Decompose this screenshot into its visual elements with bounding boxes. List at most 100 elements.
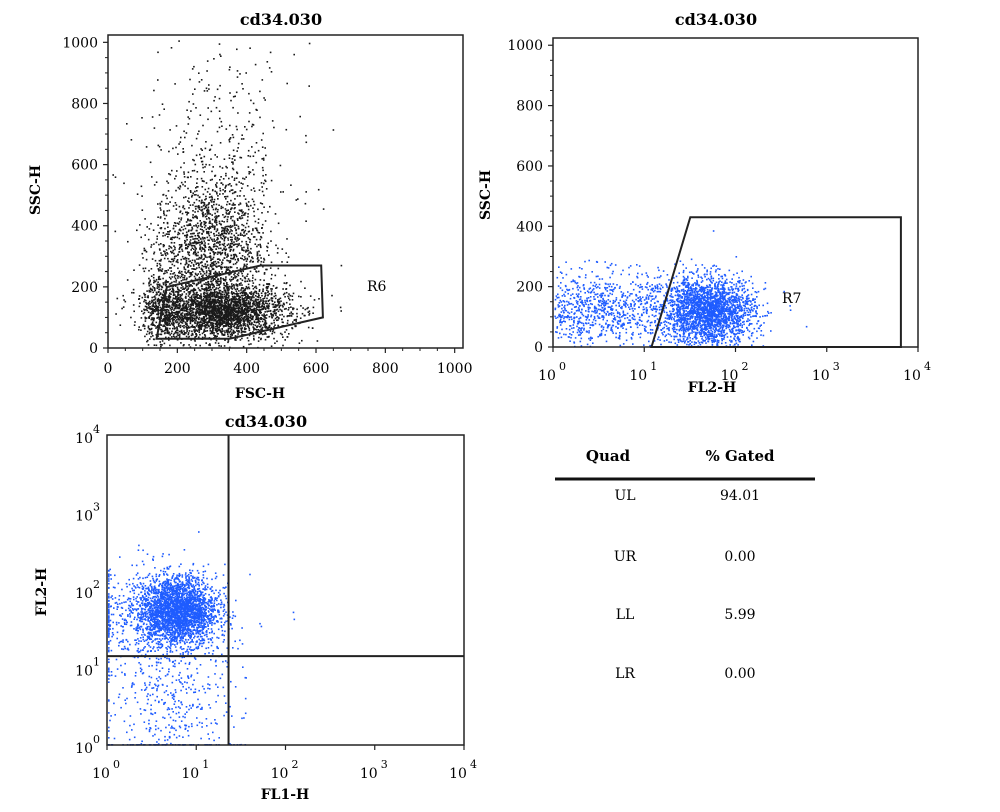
data-point: [308, 314, 310, 316]
data-point: [175, 278, 177, 280]
data-point: [179, 248, 181, 250]
data-point: [148, 278, 150, 280]
data-point: [168, 151, 170, 153]
data-point: [182, 279, 184, 281]
data-point: [261, 295, 263, 297]
data-point: [218, 265, 220, 267]
data-point: [268, 308, 270, 310]
data-point: [215, 215, 217, 217]
data-point: [241, 247, 243, 249]
data-point: [238, 326, 240, 328]
data-point: [312, 327, 314, 329]
data-point: [156, 294, 158, 296]
data-point: [242, 88, 244, 90]
data-point: [173, 309, 175, 311]
data-point: [155, 305, 157, 307]
data-point: [152, 289, 154, 291]
data-point: [205, 287, 207, 289]
data-point: [143, 268, 145, 270]
data-point: [233, 297, 235, 299]
data-point: [280, 300, 282, 302]
data-point: [200, 248, 202, 250]
data-point: [287, 336, 289, 338]
data-point: [177, 288, 179, 290]
data-point: [211, 296, 213, 298]
data-point: [261, 139, 263, 141]
data-point: [216, 185, 218, 187]
data-point: [196, 275, 198, 277]
data-point: [241, 297, 243, 299]
data-point: [263, 318, 265, 320]
data-point: [215, 306, 217, 308]
data-point: [189, 297, 191, 299]
data-point: [158, 289, 160, 291]
data-point: [226, 213, 228, 215]
data-point: [209, 317, 211, 319]
data-point: [200, 210, 202, 212]
data-point: [258, 271, 260, 273]
data-point: [278, 301, 280, 303]
data-point: [250, 320, 252, 322]
data-point: [217, 315, 219, 317]
data-point: [253, 308, 255, 310]
data-point: [243, 247, 245, 249]
data-point: [182, 207, 184, 209]
data-point: [164, 218, 166, 220]
data-point: [270, 52, 272, 54]
data-point: [215, 300, 217, 302]
data-point: [227, 229, 229, 231]
data-point: [226, 226, 228, 228]
data-point: [201, 202, 203, 204]
data-point: [305, 309, 307, 311]
data-point: [191, 274, 193, 276]
data-point: [199, 200, 201, 202]
data-point: [264, 273, 266, 275]
data-point: [174, 242, 176, 244]
data-point: [271, 345, 273, 347]
data-point: [222, 189, 224, 191]
data-point: [208, 188, 210, 190]
data-point: [153, 90, 155, 92]
data-point: [238, 272, 240, 274]
data-point: [170, 261, 172, 263]
data-point: [188, 332, 190, 334]
data-point: [230, 330, 232, 332]
data-point: [222, 309, 224, 311]
data-point: [220, 235, 222, 237]
data-point: [188, 207, 190, 209]
data-point: [264, 332, 266, 334]
data-point: [208, 210, 210, 212]
data-point: [193, 248, 195, 250]
data-point: [262, 175, 264, 177]
data-point: [179, 238, 181, 240]
data-point: [288, 307, 290, 309]
data-point: [161, 270, 163, 272]
data-point: [156, 322, 158, 324]
data-point: [189, 330, 191, 332]
data-point: [169, 201, 171, 203]
data-point: [204, 289, 206, 291]
data-point: [218, 235, 220, 237]
data-point: [333, 129, 335, 131]
data-point: [219, 166, 221, 168]
data-point: [194, 245, 196, 247]
data-point: [256, 229, 258, 231]
data-point: [144, 328, 146, 330]
data-point: [241, 215, 243, 217]
data-point: [179, 303, 181, 305]
data-point: [168, 182, 170, 184]
data-point: [255, 319, 257, 321]
data-point: [149, 280, 151, 282]
data-point: [300, 281, 302, 283]
data-point: [299, 116, 301, 118]
data-point: [219, 244, 221, 246]
data-point: [267, 294, 269, 296]
data-point: [256, 288, 258, 290]
data-point: [181, 330, 183, 332]
data-point: [234, 320, 236, 322]
data-point: [242, 178, 244, 180]
data-point: [205, 148, 207, 150]
data-point: [253, 155, 255, 157]
data-point: [159, 295, 161, 297]
